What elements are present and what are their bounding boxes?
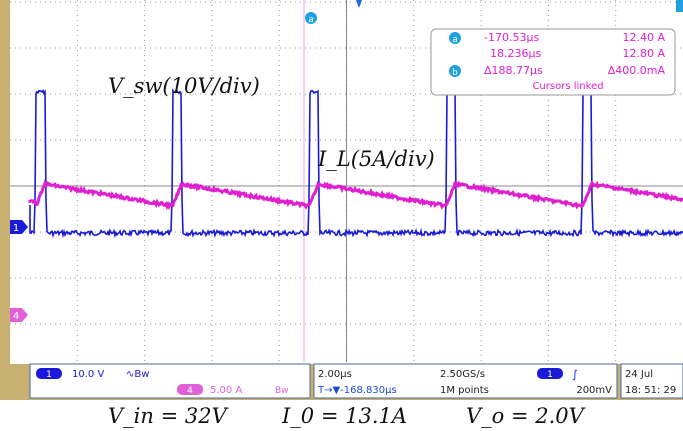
io-caption: I_0 = 13.1A <box>281 404 407 428</box>
timebase: 2.00µs <box>318 369 352 380</box>
panel-a-icon: a <box>452 35 458 45</box>
vo-caption: V_o = 2.0V <box>466 404 586 428</box>
cursor-a-marker <box>305 12 317 24</box>
il-annotation: I_L(5A/div) <box>317 147 435 171</box>
cursor-a-time: -170.53µs <box>484 31 539 44</box>
record-length: 1M points <box>440 385 489 396</box>
cursors-linked-label: Cursors linked <box>532 81 603 92</box>
right-edge-marker <box>676 0 683 12</box>
vsw-annotation: V_sw(10V/div) <box>108 74 260 98</box>
ch1-ground-marker-label: 1 <box>13 223 19 234</box>
ch4-ground-marker-label: 4 <box>13 311 19 322</box>
trigger-level: 200mV <box>576 385 612 396</box>
vsw-annotation-text: V_sw(10V/div) <box>108 74 260 98</box>
sample-rate: 2.50GS/s <box>440 369 485 380</box>
datetime-box: 24 Jul 18: 51: 29 <box>620 363 683 399</box>
time: 18: 51: 29 <box>625 385 676 396</box>
cursor-delta-value: Δ400.0mA <box>608 64 666 77</box>
date: 24 Jul <box>625 369 653 380</box>
cursor-a-marker-label: a <box>308 15 314 25</box>
timebase-box[interactable]: 2.00µs T→▼-168.830µs 2.50GS/s 1M points … <box>313 363 618 399</box>
ch4-scale: 5.00 A <box>210 385 242 396</box>
trigger-position: T→▼-168.830µs <box>317 385 397 396</box>
channel-settings-box[interactable]: 1 10.0 V ∿Bw 4 5.00 A Bw <box>29 363 311 399</box>
ch1-vsw-trace <box>29 88 683 239</box>
cursor-b-time: 18.236µs <box>490 47 541 60</box>
vin-caption: V_in = 32V <box>108 404 229 428</box>
panel-b-icon: b <box>452 68 458 78</box>
ch4-ground-marker: 4 <box>10 308 28 322</box>
cursor-delta-time: Δ188.77µs <box>484 64 543 77</box>
cursor-readout-panel: a b -170.53µs 12.40 A 18.236µs 12.80 A Δ… <box>430 28 676 96</box>
cursor-b-value: 12.80 A <box>622 47 665 60</box>
ch1-ground-marker: 1 <box>10 220 28 234</box>
cursor-a-value: 12.40 A <box>622 31 665 44</box>
ch4-badge: 4 <box>187 386 193 396</box>
scope-bezel <box>0 0 10 400</box>
trigger-position-marker <box>356 0 362 8</box>
trigger-slope-icon: ∫ <box>572 368 578 381</box>
ch4-inductor-current-trace <box>28 179 683 211</box>
ch1-coupling: ∿Bw <box>126 369 149 380</box>
ch1-badge: 1 <box>46 370 52 380</box>
ch1-scale: 10.0 V <box>72 369 104 380</box>
il-annotation-text: I_L(5A/div) <box>317 147 435 171</box>
trigger-channel: 1 <box>547 370 553 380</box>
ch4-bandwidth: Bw <box>275 386 289 396</box>
